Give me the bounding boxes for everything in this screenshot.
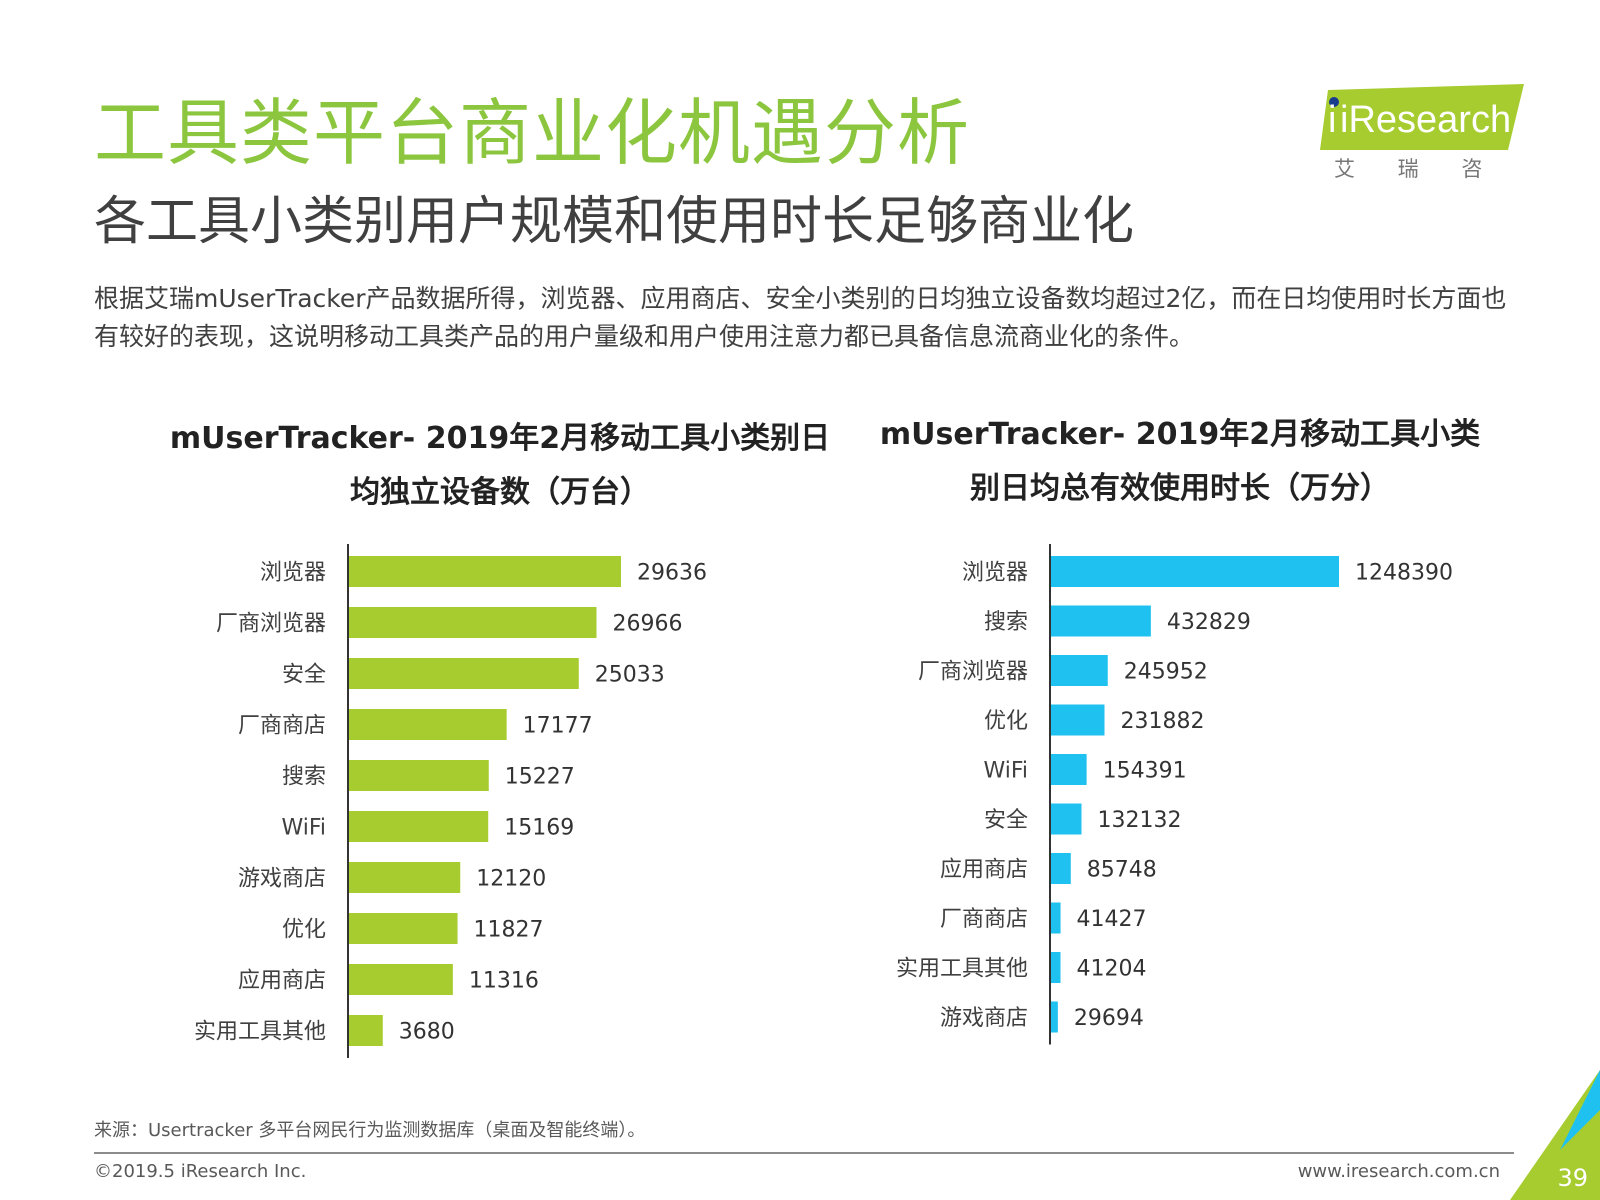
usage-time-bar-chart: 浏览器 1248390 搜索 432829 厂商浏览器 245952 优化 231882 WiF… <box>896 544 1453 1045</box>
footer-divider <box>94 1152 1514 1154</box>
value-label: 41204 <box>1077 957 1147 982</box>
category-label: 厂商商店 <box>940 907 1028 932</box>
category-label: 应用商店 <box>940 858 1028 883</box>
bar <box>1051 605 1151 637</box>
intro-paragraph: 根据艾瑞mUserTracker产品数据所得，浏览器、应用商店、安全小类别的日均… <box>94 284 1507 351</box>
category-label: WiFi <box>983 759 1028 784</box>
footer-source: 来源：Usertracker 多平台网民行为监测数据库（桌面及智能终端）。 <box>94 1120 646 1141</box>
value-label: 432829 <box>1167 610 1251 635</box>
page-subtitle: 各工具小类别用户规模和使用时长足够商业化 <box>94 192 1135 252</box>
value-label: 15227 <box>505 765 575 790</box>
footer-url: www.iresearch.com.cn <box>1297 1161 1500 1182</box>
value-label: 41427 <box>1077 907 1147 932</box>
value-label: 3680 <box>399 1020 455 1045</box>
value-label: 26966 <box>612 612 682 637</box>
page-title: 工具类平台商业化机遇分析 <box>94 91 971 175</box>
bar <box>349 913 458 944</box>
value-label: 25033 <box>595 663 665 688</box>
category-label: 厂商浏览器 <box>918 660 1028 685</box>
svg-text:i: i <box>1328 99 1336 141</box>
chart1-title-line2: 均独立设备数（万台） <box>350 475 650 510</box>
category-label: 浏览器 <box>962 561 1028 586</box>
category-label: 实用工具其他 <box>896 957 1028 982</box>
value-label: 29636 <box>637 561 707 586</box>
bar <box>1051 803 1082 835</box>
chart2-title-line1: mUserTracker- 2019年2月移动工具小类 <box>879 417 1481 452</box>
bar <box>1051 902 1061 934</box>
bar <box>1051 952 1061 983</box>
bar <box>349 658 579 689</box>
bar <box>1051 754 1087 785</box>
category-label: 实用工具其他 <box>194 1020 326 1045</box>
logo-chinese-text: 艾 瑞 咨 询 <box>1334 157 1524 181</box>
category-label: 安全 <box>282 663 326 688</box>
bar <box>349 862 461 893</box>
chart2-title: mUserTracker- 2019年2月移动工具小类 别日均总有效使用时长（万… <box>850 408 1510 516</box>
logo-brand-text: iResearch <box>1340 99 1511 141</box>
chart1-title-line1: mUserTracker- 2019年2月移动工具小类别日 <box>169 421 831 456</box>
bar <box>1051 853 1071 884</box>
device-count-bar-chart: 浏览器 29636 厂商浏览器 26966 安全 25033 厂商商店 17177 搜索 1522… <box>194 544 707 1058</box>
bar <box>1051 556 1339 587</box>
value-label: 17177 <box>523 714 593 739</box>
category-label: 安全 <box>984 808 1028 833</box>
value-label: 1248390 <box>1355 561 1453 586</box>
category-label: 厂商商店 <box>238 714 326 739</box>
category-label: 搜索 <box>282 765 326 790</box>
value-label: 245952 <box>1124 660 1208 685</box>
corner-decoration <box>1510 1070 1600 1200</box>
bar <box>349 760 489 791</box>
value-label: 231882 <box>1120 709 1204 734</box>
bar <box>349 964 453 995</box>
category-label: 应用商店 <box>238 969 326 994</box>
bar <box>349 811 489 842</box>
value-label: 85748 <box>1087 858 1157 883</box>
bar <box>349 709 507 740</box>
value-label: 29694 <box>1074 1006 1144 1031</box>
category-label: 浏览器 <box>260 561 326 586</box>
category-label: 优化 <box>282 918 326 943</box>
category-label: 游戏商店 <box>940 1006 1028 1031</box>
value-label: 132132 <box>1097 808 1181 833</box>
category-label: 游戏商店 <box>238 867 326 892</box>
chart2-title-line2: 别日均总有效使用时长（万分） <box>970 471 1390 506</box>
value-label: 12120 <box>476 867 546 892</box>
bar <box>349 1015 383 1046</box>
bar <box>349 556 621 587</box>
footer-copyright: ©2019.5 iResearch Inc. <box>94 1161 307 1182</box>
value-label: 15169 <box>504 816 574 841</box>
category-label: WiFi <box>281 816 326 841</box>
bar <box>1051 1001 1058 1033</box>
chart1-title: mUserTracker- 2019年2月移动工具小类别日 均独立设备数（万台） <box>160 412 840 520</box>
value-label: 154391 <box>1103 759 1187 784</box>
iresearch-logo: i iResearch 艾 瑞 咨 询 <box>1318 84 1546 184</box>
value-label: 11827 <box>474 918 544 943</box>
category-label: 厂商浏览器 <box>216 612 326 637</box>
value-label: 11316 <box>469 969 539 994</box>
bar <box>1051 655 1108 686</box>
page-number: 39 <box>1557 1164 1588 1192</box>
bar <box>349 607 597 638</box>
bar <box>1051 704 1105 736</box>
category-label: 搜索 <box>984 610 1028 635</box>
category-label: 优化 <box>984 709 1028 734</box>
